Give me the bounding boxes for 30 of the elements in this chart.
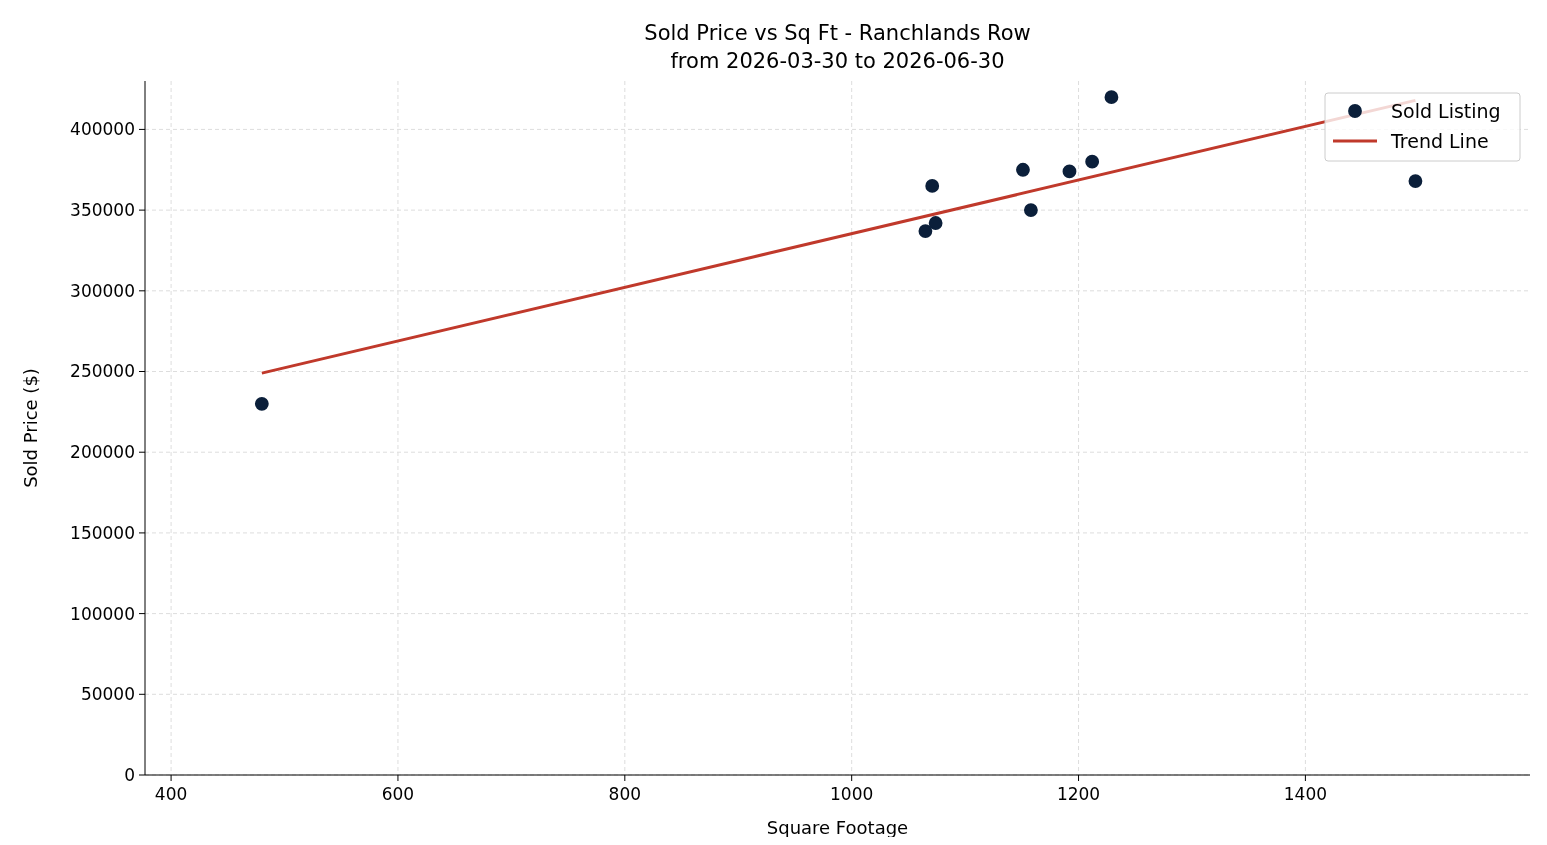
y-tick-label: 150000 [70, 522, 135, 543]
x-tick-label: 400 [154, 784, 188, 804]
point [1408, 174, 1423, 188]
x-tick-label: 800 [608, 784, 642, 804]
legend-label: Sold Listing [1391, 99, 1501, 122]
point [1016, 162, 1030, 177]
legend-label: Trend Line [1390, 129, 1489, 152]
point [1104, 90, 1119, 105]
point [925, 179, 940, 193]
y-tick-label: 350000 [70, 200, 135, 221]
point [254, 396, 269, 411]
point [918, 224, 933, 238]
x-tick-label: 600 [381, 784, 415, 804]
y-tick-label: 400000 [70, 119, 135, 140]
y-tick-label: 300000 [70, 280, 135, 301]
y-axis-title: Sold Price ($) [20, 368, 41, 488]
point [928, 216, 943, 230]
point [1062, 164, 1077, 179]
y-tick-label: 200000 [70, 442, 135, 463]
y-tick-label: 50000 [80, 684, 135, 705]
y-tick-label: 250000 [70, 361, 135, 382]
point [1085, 154, 1100, 169]
y-tick-label: 0 [124, 764, 135, 785]
x-tick-label: 1200 [1056, 784, 1101, 804]
chart-title: Sold Price vs Sq Ft - Ranchlands Row from 2026-03-30 to 2026-06-30 [644, 21, 1031, 73]
x-axis-title: Square Footage [766, 817, 909, 838]
point [1023, 203, 1038, 218]
x-tick-label: 1400 [1283, 784, 1328, 804]
y-tick-label: 100000 [70, 603, 135, 624]
x-tick-label: 1000 [830, 784, 874, 804]
